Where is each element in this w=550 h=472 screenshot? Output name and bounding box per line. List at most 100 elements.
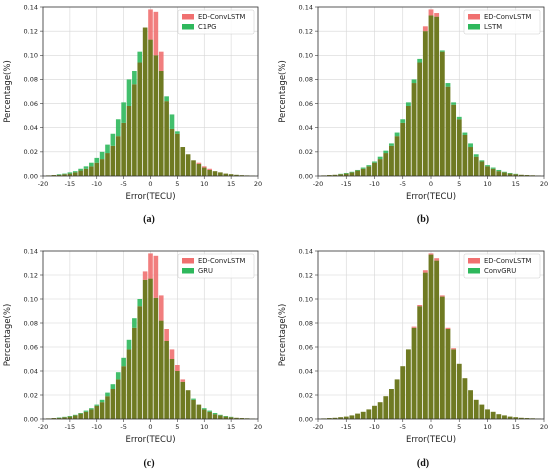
- bar-comparison-excess: [490, 167, 496, 169]
- bar-overlap: [326, 175, 332, 176]
- x-tick-label: 0: [429, 180, 433, 188]
- bar-comparison-excess: [405, 102, 411, 106]
- bar-overlap: [524, 418, 530, 419]
- bar-overlap: [355, 170, 360, 176]
- bar-overlap: [234, 174, 239, 176]
- y-tick-label: 0.04: [24, 367, 38, 375]
- y-tick-label: 0.02: [299, 391, 313, 399]
- bar-overlap: [338, 174, 344, 176]
- bar-comparison-excess: [439, 50, 445, 52]
- legend-swatch: [182, 268, 194, 274]
- x-tick-label: 10: [483, 180, 491, 188]
- bar-comparison-excess: [343, 172, 349, 174]
- bar-overlap: [51, 418, 57, 419]
- bar-comparison-excess: [383, 150, 389, 154]
- bar-overlap: [377, 402, 383, 419]
- chart-panel-b: -20 -15 -10 -5 0 5 10 15 20 0.00 0.02 0.04 0.06 0.08 0…: [278, 3, 548, 225]
- bar-ed-convlstm-excess: [175, 365, 180, 371]
- y-axis-label: Percentage(%): [278, 60, 288, 123]
- legend-label: GRU: [198, 267, 213, 275]
- x-tick-label: 10: [200, 423, 208, 431]
- bar-overlap: [185, 390, 191, 419]
- bar-comparison-excess: [62, 173, 67, 175]
- legend-swatch: [468, 24, 480, 30]
- bar-overlap: [456, 363, 462, 419]
- bar-overlap: [524, 175, 530, 176]
- bar-comparison-excess: [126, 339, 132, 350]
- bar-comparison-excess: [366, 165, 372, 167]
- bar-overlap: [428, 254, 434, 419]
- bar-overlap: [164, 101, 169, 176]
- bar-comparison-excess: [110, 133, 116, 146]
- x-tick-label: -15: [341, 423, 352, 431]
- bar-overlap: [83, 411, 89, 419]
- x-tick-label: 20: [540, 180, 548, 188]
- y-tick-label: 0.00: [24, 415, 38, 423]
- bar-comparison-excess: [462, 132, 468, 135]
- bar-overlap: [228, 417, 234, 419]
- bar-comparison-excess: [115, 372, 121, 380]
- bar-overlap: [400, 366, 406, 419]
- bar-overlap: [89, 166, 94, 176]
- bar-overlap: [148, 39, 153, 176]
- bar-overlap: [434, 260, 440, 419]
- bar-overlap: [191, 160, 196, 176]
- bar-overlap: [372, 162, 377, 176]
- legend-swatch: [182, 258, 194, 264]
- x-tick-label: -10: [91, 423, 102, 431]
- bar-comparison-excess: [72, 414, 78, 416]
- legend-label: ED-ConvLSTM: [198, 13, 245, 21]
- x-tick-label: 20: [254, 423, 262, 431]
- bar-comparison-excess: [485, 165, 490, 167]
- bar-overlap: [456, 119, 462, 176]
- bar-comparison-excess: [411, 79, 417, 84]
- bar-overlap: [158, 70, 164, 176]
- bar-comparison-excess: [201, 408, 207, 410]
- bar-overlap: [83, 168, 89, 176]
- bar-overlap: [490, 411, 496, 419]
- bar-ed-convlstm-excess: [153, 11, 159, 56]
- bar-comparison-excess: [496, 169, 502, 172]
- bar-overlap: [332, 417, 338, 419]
- bar-overlap: [207, 411, 212, 419]
- bar-ed-convlstm-excess: [201, 166, 207, 168]
- x-tick-label: -5: [400, 423, 406, 431]
- bar-overlap: [158, 320, 164, 419]
- bar-comparison-excess: [105, 392, 110, 397]
- legend-box: [463, 9, 541, 35]
- bar-comparison-excess: [218, 414, 223, 416]
- y-axis-label: Percentage(%): [3, 60, 13, 123]
- bar-ed-convlstm-excess: [428, 9, 434, 16]
- x-tick-label: 5: [175, 423, 179, 431]
- bar-overlap: [78, 413, 83, 419]
- x-tick-label: -20: [38, 423, 49, 431]
- bar-ed-convlstm-excess: [207, 168, 212, 170]
- bar-overlap: [502, 415, 507, 419]
- y-tick-label: 0.02: [24, 148, 38, 156]
- bar-overlap: [468, 390, 473, 419]
- bar-ed-convlstm-excess: [148, 9, 153, 40]
- x-tick-label: -5: [120, 180, 126, 188]
- bar-overlap: [121, 366, 126, 419]
- x-tick-label: 0: [148, 180, 152, 188]
- bar-comparison-excess: [191, 398, 196, 400]
- bar-overlap: [223, 416, 229, 419]
- x-tick-label: -10: [369, 423, 380, 431]
- bar-comparison-excess: [207, 410, 212, 412]
- y-tick-label: 0.02: [24, 391, 38, 399]
- bar-overlap: [218, 172, 223, 176]
- bar-comparison-excess: [83, 410, 89, 412]
- bar-ed-convlstm-excess: [422, 270, 428, 273]
- bar-comparison-excess: [169, 114, 175, 129]
- y-tick-label: 0.06: [299, 100, 313, 108]
- bar-overlap: [218, 415, 223, 419]
- bar-comparison-excess: [121, 102, 126, 123]
- x-tick-label: -5: [120, 423, 126, 431]
- y-tick-label: 0.00: [24, 172, 38, 180]
- y-tick-label: 0.12: [299, 271, 313, 279]
- bar-overlap: [234, 417, 239, 419]
- y-tick-label: 0.10: [299, 52, 313, 60]
- bar-overlap: [72, 415, 78, 419]
- bar-overlap: [405, 349, 411, 419]
- bar-overlap: [137, 306, 143, 419]
